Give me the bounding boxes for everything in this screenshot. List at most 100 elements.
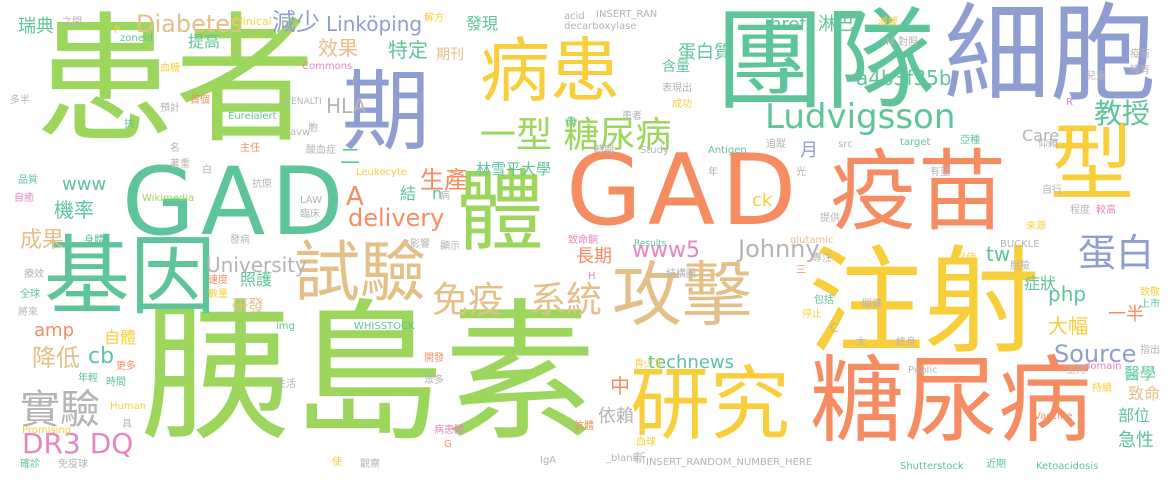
word-focus: 著重 [170, 159, 190, 170]
word-rnd: 研發 [232, 296, 265, 315]
word-young: 年輕 [78, 373, 98, 384]
word-linkoping: Linköping [326, 12, 423, 36]
word-too: 太 [856, 337, 866, 348]
word-study: Study [640, 145, 669, 156]
word-middle: 中 [610, 374, 630, 398]
word-wikimedia: Wikimedia [142, 193, 195, 204]
word-name: 名 [170, 143, 180, 154]
word-shutterstock: Shutterstock [900, 461, 964, 472]
word-source: Source [1054, 340, 1137, 368]
word-light: 光 [796, 167, 806, 178]
word-sick-patients: 病患 [480, 30, 620, 112]
word-commons: Commons [302, 61, 353, 72]
word-show: 表現出 [662, 83, 692, 94]
word-img: img [276, 321, 295, 332]
word-speed: 速度 [208, 275, 228, 286]
word-cb: cb [88, 344, 115, 369]
word-p: P [114, 25, 121, 36]
word-gad-left: GAD [122, 148, 350, 257]
word-src: src [838, 139, 853, 150]
word-self: 自行 [1042, 185, 1062, 196]
word-diabetes: 糖尿病 [810, 347, 1093, 456]
word-subspecies: 亞種 [960, 135, 980, 146]
word-two: 二 [340, 144, 360, 168]
word-increase: 提高 [188, 32, 221, 51]
word-slow: 減緩 [878, 17, 898, 28]
word-knot: 結 [400, 184, 417, 203]
word-antibody: 抗體 [574, 421, 594, 432]
word-key: 關鍵 [862, 299, 882, 310]
word-month: 月 [800, 140, 818, 161]
word-technews: technews [648, 352, 735, 373]
word-insert-ran: INSERT_RAN [596, 9, 658, 20]
word-target: target [900, 137, 931, 148]
word-trial: 試驗 [294, 234, 426, 311]
word-year: 年 [708, 167, 718, 178]
word-protein: 蛋白 [1078, 231, 1155, 275]
word-clinical-zh: 臨床 [300, 209, 320, 220]
word-care: Care [1022, 126, 1060, 145]
word-life: 生活 [276, 379, 296, 390]
word-many: 眾多 [424, 375, 444, 386]
word-immune: 免疫 [432, 280, 505, 321]
word-higher: 較高 [1096, 205, 1116, 216]
word-hla: HLA [326, 94, 367, 118]
word-journal: 期刊 [436, 47, 464, 63]
word-lower: 降低 [32, 344, 80, 372]
word-j: J [352, 75, 355, 86]
word-immunoglobulin: 免疫球 [58, 459, 88, 470]
word-experiment: 實驗 [20, 387, 100, 433]
word-provide: 提供 [820, 213, 840, 224]
word-more: 更多 [116, 361, 136, 372]
word-a4b3f35b: a4b3f35b [856, 66, 952, 90]
word-eurelalert: Eurelalert [228, 111, 277, 122]
word-buckle: BUCKLE [1000, 239, 1040, 250]
word-control: 對照 [898, 37, 918, 48]
word-onset: 發病 [230, 235, 250, 246]
word-tw: tw [986, 242, 1011, 266]
word-antigen: Antigen [708, 145, 747, 156]
word-three: 三 [796, 265, 806, 276]
word-patient-body: 病患體 [434, 425, 464, 436]
word-fatal: 致命 [1128, 384, 1161, 403]
word-public: Public [908, 365, 938, 376]
word-hope: 有望 [930, 167, 950, 178]
word-develop: 開發 [424, 353, 444, 364]
word-insert-random: INSERT_RANDOM_NUMBER_HERE [646, 457, 813, 468]
word-dr3-dq: DR3 DQ [22, 427, 134, 460]
word-care-zh: 照護 [240, 270, 273, 289]
word-phase: 期 [342, 60, 431, 163]
word-diabetes-en: Diabetes [136, 10, 243, 38]
word-display: 顯示 [440, 241, 460, 252]
word-have: 擁有 [1130, 65, 1150, 76]
word-m: M [886, 37, 895, 48]
word-blood-cell: 血球 [636, 437, 656, 448]
word-escape: 脫險 [1010, 261, 1030, 272]
word-acid: acid [564, 11, 585, 22]
word-a: A [346, 182, 364, 212]
word-age: 歲 [566, 117, 576, 128]
word-fenalti: FENALTI [286, 97, 322, 107]
word-production: 生產 [420, 166, 468, 194]
word-structure: 結構圖 [666, 269, 696, 280]
word-continue: 持續 [1092, 383, 1112, 394]
word-injection: 注射 [808, 235, 1040, 370]
word-long-term: 長期 [576, 246, 612, 267]
word-c: C [830, 321, 839, 335]
word-promising: Promising [22, 425, 72, 436]
word-site: 部位 [1118, 406, 1151, 425]
word-self-heal: 自癒 [14, 193, 34, 204]
word-youth: 青少年 [634, 359, 664, 370]
word-domain: domain [1084, 361, 1122, 372]
word-children: 兒童 [1086, 71, 1106, 82]
word-team: 團隊 [715, 0, 935, 125]
word-vaccine: 疫苗 [830, 140, 1007, 243]
word-period: 時期 [594, 145, 614, 156]
word-track: 追蹤 [766, 139, 786, 150]
word-acidemia: 酸血症 [306, 145, 336, 156]
word-ludvigsson: Ludvigsson [765, 97, 956, 137]
word-significantly: 大幅 [1048, 314, 1088, 338]
word-source-zh: 來源 [1026, 221, 1046, 232]
word-auto-body: 自體 [104, 328, 137, 347]
